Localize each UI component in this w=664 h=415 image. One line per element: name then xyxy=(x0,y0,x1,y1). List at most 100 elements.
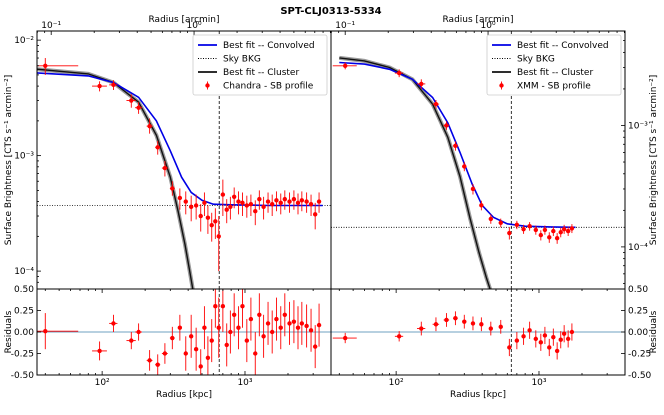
res-marker-chandra-3 xyxy=(129,338,134,343)
xtick-label-top-xmm-1: 10⁰ xyxy=(481,21,496,31)
res-point-chandra-14 xyxy=(202,306,207,350)
sb-point-chandra-6 xyxy=(155,140,161,155)
res-marker-xmm-22 xyxy=(561,331,567,336)
sb-marker-chandra-30 xyxy=(265,199,271,204)
sb-point-chandra-4 xyxy=(135,102,142,114)
ytick-label-right-0: 10⁻³ xyxy=(628,121,648,131)
res-point-chandra-33 xyxy=(278,306,283,350)
res-point-xmm-18 xyxy=(547,338,552,357)
sb-marker-chandra-8 xyxy=(170,186,175,191)
sb-point-xmm-7 xyxy=(470,183,476,195)
sb-marker-chandra-11 xyxy=(188,204,194,210)
res-marker-xmm-1 xyxy=(396,334,402,339)
sb-marker-chandra-40 xyxy=(308,201,314,207)
res-ytick-label-left-4: -0.50 xyxy=(11,371,35,381)
res-point-chandra-17 xyxy=(213,289,218,328)
res-marker-chandra-18 xyxy=(216,325,221,330)
panel-chandra-residuals xyxy=(37,289,331,375)
res-marker-chandra-24 xyxy=(240,304,245,309)
sb-marker-chandra-4 xyxy=(136,105,141,110)
res-marker-xmm-15 xyxy=(533,336,539,342)
sb-marker-chandra-18 xyxy=(216,234,221,239)
sb-marker-chandra-5 xyxy=(147,123,152,129)
legend-label-chandra-0: Best fit -- Convolved xyxy=(223,41,315,51)
sb-marker-xmm-15 xyxy=(533,227,539,233)
sb-point-xmm-5 xyxy=(452,141,458,151)
sb-point-chandra-0 xyxy=(37,58,79,75)
ytick-label-left-0: 10⁻² xyxy=(14,36,34,46)
sb-marker-chandra-41 xyxy=(312,212,318,217)
sb-marker-chandra-26 xyxy=(248,201,254,207)
sb-marker-xmm-13 xyxy=(521,226,526,232)
res-ytick-label-right-1: 0.25 xyxy=(628,307,648,317)
res-marker-xmm-10 xyxy=(498,324,503,330)
y-axis-label-left: Surface Brightness [CTS s⁻¹ arcmin⁻²] xyxy=(4,75,14,246)
res-marker-xmm-4 xyxy=(444,317,449,323)
sb-marker-xmm-5 xyxy=(453,143,458,149)
res-point-chandra-39 xyxy=(304,304,309,348)
sb-point-chandra-35 xyxy=(287,192,292,213)
res-point-chandra-12 xyxy=(193,327,199,371)
sb-point-chandra-17 xyxy=(213,208,218,239)
sb-point-chandra-24 xyxy=(240,192,245,217)
res-point-chandra-16 xyxy=(209,319,214,363)
res-marker-xmm-17 xyxy=(542,333,548,338)
res-point-chandra-11 xyxy=(188,314,194,358)
res-marker-xmm-6 xyxy=(462,319,467,324)
sb-point-chandra-32 xyxy=(274,191,279,212)
res-point-chandra-36 xyxy=(291,300,297,344)
res-point-chandra-23 xyxy=(236,306,241,350)
sb-point-xmm-0 xyxy=(332,62,357,70)
sb-point-chandra-21 xyxy=(228,196,233,220)
res-axis-label-right: Residuals xyxy=(649,310,659,353)
panel-chandra-main xyxy=(37,31,331,289)
res-marker-chandra-26 xyxy=(248,316,254,322)
sb-marker-chandra-38 xyxy=(299,198,305,203)
res-marker-chandra-38 xyxy=(299,321,305,326)
sb-marker-chandra-36 xyxy=(291,196,297,202)
res-marker-chandra-10 xyxy=(183,351,188,356)
res-marker-chandra-1 xyxy=(97,348,102,354)
res-point-xmm-4 xyxy=(443,313,450,327)
res-marker-xmm-24 xyxy=(569,329,575,335)
res-point-xmm-20 xyxy=(554,342,560,360)
res-marker-chandra-13 xyxy=(198,364,203,369)
res-point-xmm-2 xyxy=(417,321,426,336)
res-point-xmm-10 xyxy=(498,319,503,334)
sb-point-chandra-22 xyxy=(231,187,237,209)
res-marker-chandra-42 xyxy=(316,322,322,328)
sb-marker-chandra-1 xyxy=(97,83,102,89)
sb-point-xmm-20 xyxy=(554,233,560,244)
panel-xmm-main xyxy=(331,31,625,289)
sb-marker-chandra-32 xyxy=(274,198,279,203)
res-point-xmm-7 xyxy=(470,316,476,331)
res-ytick-label-left-1: 0.25 xyxy=(14,307,34,317)
sb-point-chandra-19 xyxy=(220,179,226,217)
sb-marker-chandra-14 xyxy=(202,200,207,206)
cluster-model-line-chandra xyxy=(37,68,194,289)
res-marker-chandra-11 xyxy=(188,334,194,339)
res-marker-chandra-30 xyxy=(265,321,271,326)
cluster-model-line-xmm xyxy=(339,57,491,289)
sb-marker-xmm-3 xyxy=(433,101,439,107)
bottom-axis-label-xmm: Radius [kpc] xyxy=(450,390,506,400)
res-point-chandra-7 xyxy=(161,343,168,364)
res-point-chandra-41 xyxy=(312,325,318,369)
legend-label-chandra-2: Best fit -- Cluster xyxy=(223,68,299,78)
res-point-xmm-19 xyxy=(551,328,556,346)
res-marker-xmm-9 xyxy=(488,326,494,331)
sb-marker-chandra-7 xyxy=(162,165,168,171)
res-marker-xmm-14 xyxy=(527,328,532,333)
xtick-label-top-xmm-0: 10⁻¹ xyxy=(335,21,355,31)
res-ytick-label-right-2: 0.00 xyxy=(628,328,648,338)
sb-point-chandra-40 xyxy=(308,194,314,217)
sb-point-xmm-12 xyxy=(514,220,520,230)
res-marker-chandra-0 xyxy=(43,328,48,334)
sb-marker-chandra-25 xyxy=(244,203,250,208)
res-point-chandra-4 xyxy=(135,323,142,341)
res-ytick-label-left-3: -0.25 xyxy=(11,350,34,360)
res-point-chandra-25 xyxy=(244,319,250,363)
res-point-chandra-22 xyxy=(231,293,237,337)
sb-point-xmm-22 xyxy=(561,224,567,234)
legend-box-xmm xyxy=(486,34,622,96)
